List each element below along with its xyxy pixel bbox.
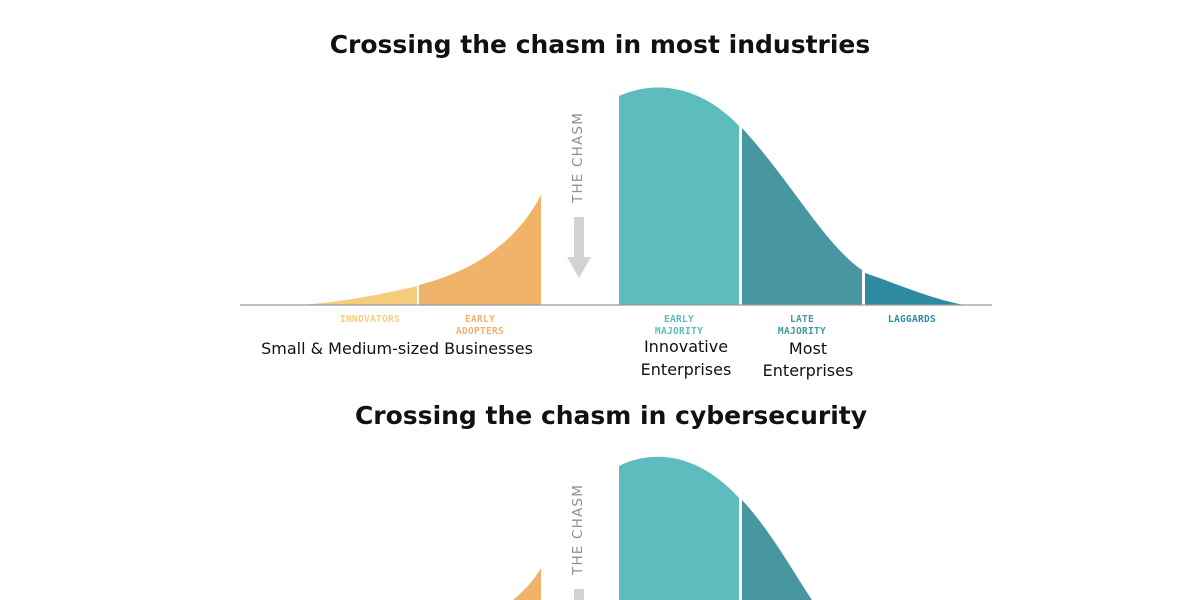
annotation-most-1: Most <box>789 339 827 358</box>
segment-label-early-majority-1: EARLY <box>664 314 694 325</box>
panel-cybersecurity: Crossing the chasm in cybersecurity THE … <box>355 401 867 600</box>
late-majority-segment <box>742 500 812 600</box>
panel-title: Crossing the chasm in cybersecurity <box>355 401 867 430</box>
segment-label-early-majority-2: MAJORITY <box>655 326 703 337</box>
panel-title: Crossing the chasm in most industries <box>330 30 871 59</box>
chasm-label: THE CHASM <box>570 112 586 204</box>
annotation-innovative-2: Enterprises <box>641 360 732 379</box>
segment-label-early-adopters-1: EARLY <box>465 314 495 325</box>
late-majority-segment <box>742 128 862 305</box>
segment-label-early-adopters-2: ADOPTERS <box>456 326 504 337</box>
early-adopters-segment <box>419 195 541 305</box>
innovators-segment <box>300 286 417 305</box>
segment-label-innovators: INNOVATORS <box>340 314 400 325</box>
down-arrow-icon <box>574 589 584 600</box>
chasm-label: THE CHASM <box>570 484 586 576</box>
early-majority-segment <box>619 456 739 600</box>
down-arrow-icon <box>567 217 591 278</box>
segment-label-laggards: LAGGARDS <box>888 314 936 325</box>
early-adopters-segment <box>513 568 541 600</box>
segment-label-late-majority-1: LATE <box>790 314 814 325</box>
annotation-innovative-1: Innovative <box>644 337 728 356</box>
early-majority-segment <box>619 87 739 305</box>
annotation-most-2: Enterprises <box>763 361 854 380</box>
laggards-segment <box>865 273 965 305</box>
segment-label-late-majority-2: MAJORITY <box>778 326 826 337</box>
panel-most-industries: Crossing the chasm in most industries TH… <box>240 30 992 380</box>
annotation-smb: Small & Medium-sized Businesses <box>261 339 533 358</box>
